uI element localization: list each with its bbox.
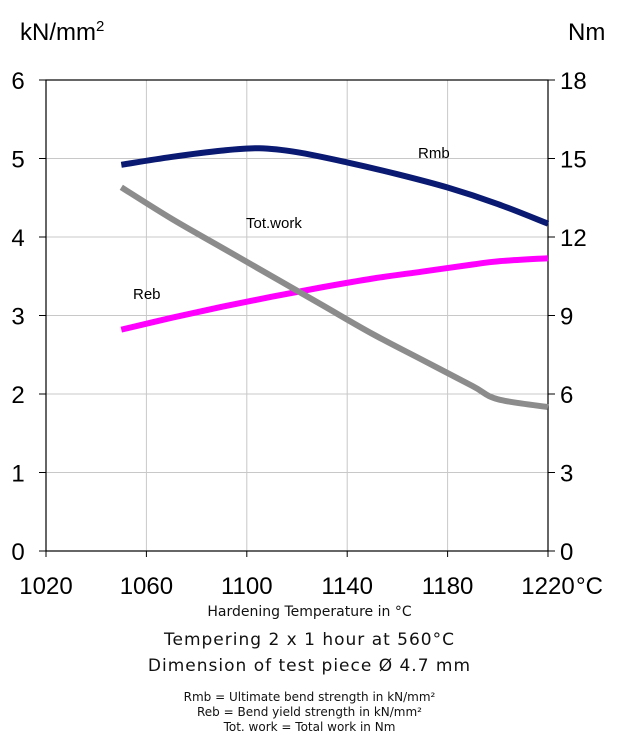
series-rmb-line [120,145,550,227]
dimension-caption: Dimension of test piece Ø 4.7 mm [147,656,472,676]
y-tick-label-left: 2 [11,382,24,409]
x-axis-caption: Hardening Temperature in °C [207,604,412,620]
y-tick-label-right: 15 [560,147,587,174]
right-axis-unit: Nm [568,19,605,46]
x-tick-label: 1180 [422,573,474,600]
grid [46,80,548,551]
series-label-tot-work: Tot.work [246,215,302,232]
y-tick-label-left: 4 [11,225,24,252]
legend-work: Tot. work = Total work in Nm [223,720,396,734]
series-label-rmb: Rmb [418,145,450,162]
labels: 1020 1060 1100 1140 1180 1220 °C01234560369121… [11,18,605,600]
x-tick-label: 1140 [321,573,373,600]
legend-rmb: Rmb = Ultimate bend strength in kN/mm² [183,690,436,704]
chart: 1020 1060 1100 1140 1180 1220 °C01234560369121… [11,18,605,600]
x-tick-label: 1100 [221,573,273,600]
y-tick-label-right: 18 [560,68,587,95]
y-tick-label-left: 0 [11,539,24,566]
legend-reb: Reb = Bend yield strength in kN/mm² [197,705,422,719]
x-tick-label: 1220 [521,573,574,600]
tempering-caption: Tempering 2 x 1 hour at 560°C [164,630,455,650]
y-tick-label-left: 1 [11,461,24,488]
y-tick-label-right: 12 [560,225,587,252]
series-reb-line [120,255,549,333]
y-tick-label-left: 6 [11,68,24,95]
series [119,145,550,411]
x-unit-label: °C [576,573,603,600]
series-tot-work-line [119,184,549,411]
ticks [39,79,555,557]
y-tick-label-right: 3 [560,461,573,488]
x-tick-label: 1020 [19,573,72,600]
series-label-reb: Reb [133,286,161,303]
y-tick-label-right: 6 [560,382,573,409]
left-axis-unit: kN/mm2 [20,18,104,46]
x-tick-label: 1060 [120,573,173,600]
y-tick-label-left: 3 [11,304,24,331]
y-tick-label-right: 0 [560,539,573,566]
y-tick-label-right: 9 [560,304,573,331]
y-tick-label-left: 5 [11,147,24,174]
